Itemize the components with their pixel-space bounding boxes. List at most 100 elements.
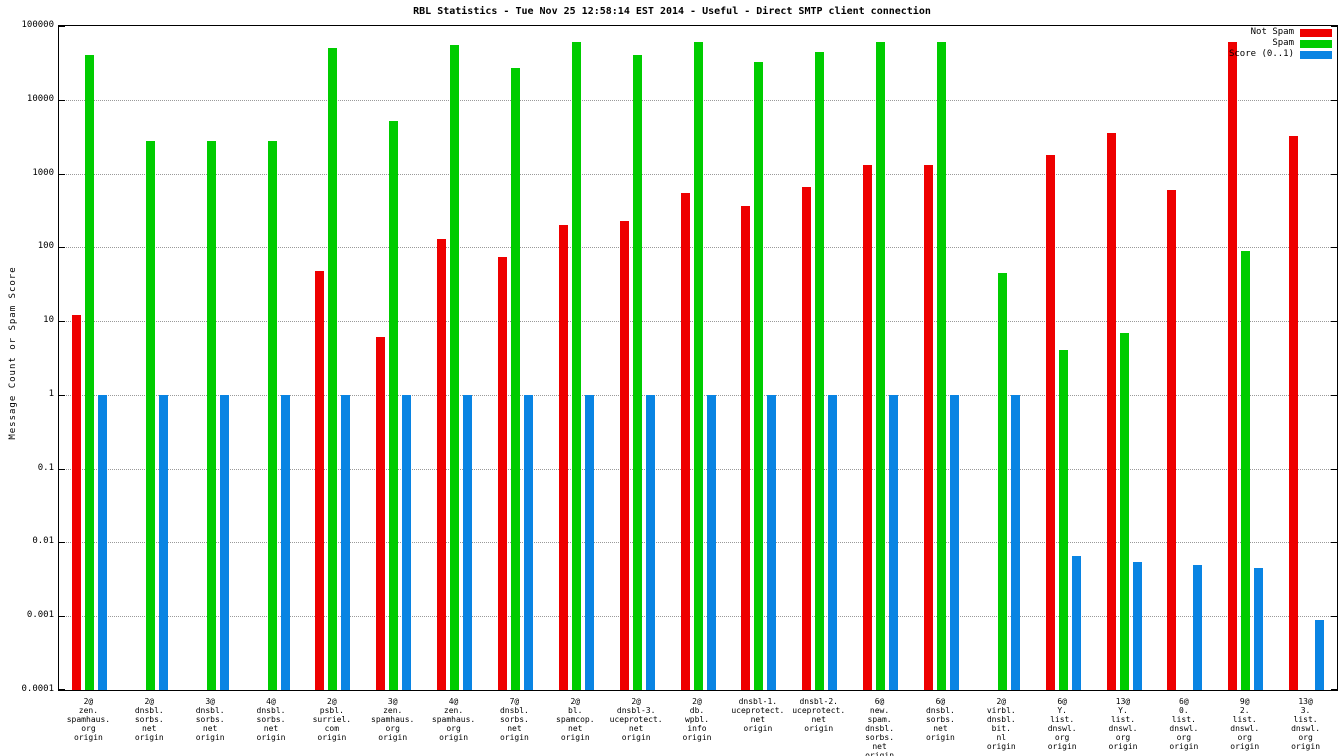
axis-tick <box>1331 321 1337 323</box>
bar-score-0-1 <box>889 394 899 690</box>
bar-spam <box>510 67 520 690</box>
bar-spam <box>1058 350 1068 690</box>
bar-spam <box>450 45 460 690</box>
bar-not-spam <box>71 315 81 690</box>
axis-tick <box>59 26 65 27</box>
x-tick-label: dnsbl-2. uceprotect. net origin <box>792 697 846 733</box>
y-tick-label: 0.1 <box>37 462 54 473</box>
bar-score-0-1 <box>341 394 351 690</box>
legend-swatch <box>1300 28 1332 37</box>
bar-spam <box>145 140 155 690</box>
bar-spam <box>997 272 1007 690</box>
x-tick-label: 6@ Y. list. dnswl. org origin <box>1047 697 1077 751</box>
axis-tick <box>59 247 65 249</box>
y-tick-label: 100000 <box>21 20 54 30</box>
y-tick-label: 10 <box>43 315 54 326</box>
x-tick-label: 2@ dnsbl. sorbs. net origin <box>134 697 164 742</box>
bar-score-0-1 <box>584 394 594 690</box>
axis-tick <box>1331 247 1337 249</box>
x-tick-label: 2@ virbl. dnsbl. bit. nl origin <box>986 697 1016 751</box>
y-tick-label: 0.001 <box>26 610 54 621</box>
bar-score-0-1 <box>219 394 229 690</box>
legend-row: Score (0..1) <box>1229 49 1332 60</box>
bar-score-0-1 <box>706 394 716 690</box>
axis-tick <box>59 616 65 618</box>
x-tick-label: 4@ zen. spamhaus. org origin <box>431 697 476 742</box>
bar-not-spam <box>1289 136 1299 690</box>
bar-spam <box>206 140 216 690</box>
x-tick-label: 2@ dnsbl-3. uceprotect. net origin <box>609 697 663 742</box>
chart-title: RBL Statistics - Tue Nov 25 12:58:14 EST… <box>413 6 931 17</box>
bar-score-0-1 <box>463 394 473 690</box>
bar-not-spam <box>619 220 629 690</box>
legend-swatch <box>1300 39 1332 48</box>
x-tick-label: 9@ 2. list. dnswl. org origin <box>1230 697 1260 751</box>
bar-not-spam <box>1228 42 1238 690</box>
y-tick-label: 0.0001 <box>21 684 54 694</box>
bar-not-spam <box>558 225 568 690</box>
bar-spam <box>936 42 946 690</box>
axis-tick <box>1331 468 1337 470</box>
bar-spam <box>84 55 94 690</box>
axis-tick <box>1331 616 1337 618</box>
bar-score-0-1 <box>1315 619 1325 690</box>
y-tick-label: 1 <box>48 388 54 399</box>
axis-tick <box>1331 542 1337 544</box>
legend-row: Not Spam <box>1229 27 1332 38</box>
bar-not-spam <box>497 256 507 690</box>
bar-spam <box>876 42 886 690</box>
bar-score-0-1 <box>1254 568 1264 690</box>
x-tick-label: 6@ 0. list. dnswl. org origin <box>1169 697 1199 751</box>
y-tick-label: 1000 <box>32 167 54 178</box>
bar-score-0-1 <box>1193 564 1203 690</box>
bar-score-0-1 <box>1010 394 1020 690</box>
x-tick-label: 3@ zen. spamhaus. org origin <box>371 697 415 742</box>
bar-not-spam <box>923 165 933 690</box>
x-tick-label: 6@ dnsbl. sorbs. net origin <box>925 697 955 742</box>
bar-spam <box>328 48 338 690</box>
axis-tick <box>59 394 65 396</box>
x-tick-label: 4@ dnsbl. sorbs. net origin <box>256 697 286 742</box>
bar-not-spam <box>863 165 873 690</box>
legend-row: Spam <box>1229 38 1332 49</box>
bar-score-0-1 <box>280 394 290 690</box>
bar-spam <box>1241 250 1251 690</box>
x-tick-label: 13@ 3. list. dnswl. org origin <box>1291 697 1321 751</box>
bar-score-0-1 <box>949 394 959 690</box>
bar-not-spam <box>315 270 325 690</box>
axis-tick <box>1331 173 1337 175</box>
axis-tick <box>59 321 65 323</box>
x-tick-label: 2@ db. wpbl. info origin <box>682 697 712 742</box>
x-tick-label: 2@ zen. spamhaus. org origin <box>66 697 111 742</box>
legend-label: Not Spam <box>1250 27 1294 37</box>
bar-score-0-1 <box>97 394 107 690</box>
x-tick-label: 7@ dnsbl. sorbs. net origin <box>499 697 529 742</box>
legend-label: Score (0..1) <box>1228 49 1294 59</box>
x-tick-label: 6@ new. spam. dnsbl. sorbs. net origin <box>865 697 895 756</box>
bar-spam <box>754 61 764 690</box>
y-tick-label: 100 <box>37 241 54 252</box>
axis-tick <box>59 468 65 470</box>
bar-spam <box>1119 332 1129 690</box>
bar-score-0-1 <box>402 394 412 690</box>
axis-tick <box>1331 99 1337 101</box>
bar-score-0-1 <box>1071 556 1081 690</box>
bar-score-0-1 <box>523 394 533 690</box>
legend-label: Spam <box>1272 38 1294 48</box>
axis-tick <box>59 173 65 175</box>
plot-area <box>58 25 1338 691</box>
bar-not-spam <box>376 337 386 690</box>
y-axis-label: Message Count or Spam Score <box>8 266 18 440</box>
bar-spam <box>815 51 825 690</box>
bar-not-spam <box>1106 133 1116 690</box>
bar-not-spam <box>1167 189 1177 690</box>
bar-spam <box>389 120 399 690</box>
bar-spam <box>632 55 642 690</box>
legend-swatch <box>1300 50 1332 59</box>
axis-tick <box>59 99 65 101</box>
bar-spam <box>693 42 703 690</box>
bar-spam <box>571 42 581 690</box>
bar-not-spam <box>802 187 812 690</box>
bar-score-0-1 <box>767 394 777 690</box>
axis-tick <box>59 542 65 544</box>
